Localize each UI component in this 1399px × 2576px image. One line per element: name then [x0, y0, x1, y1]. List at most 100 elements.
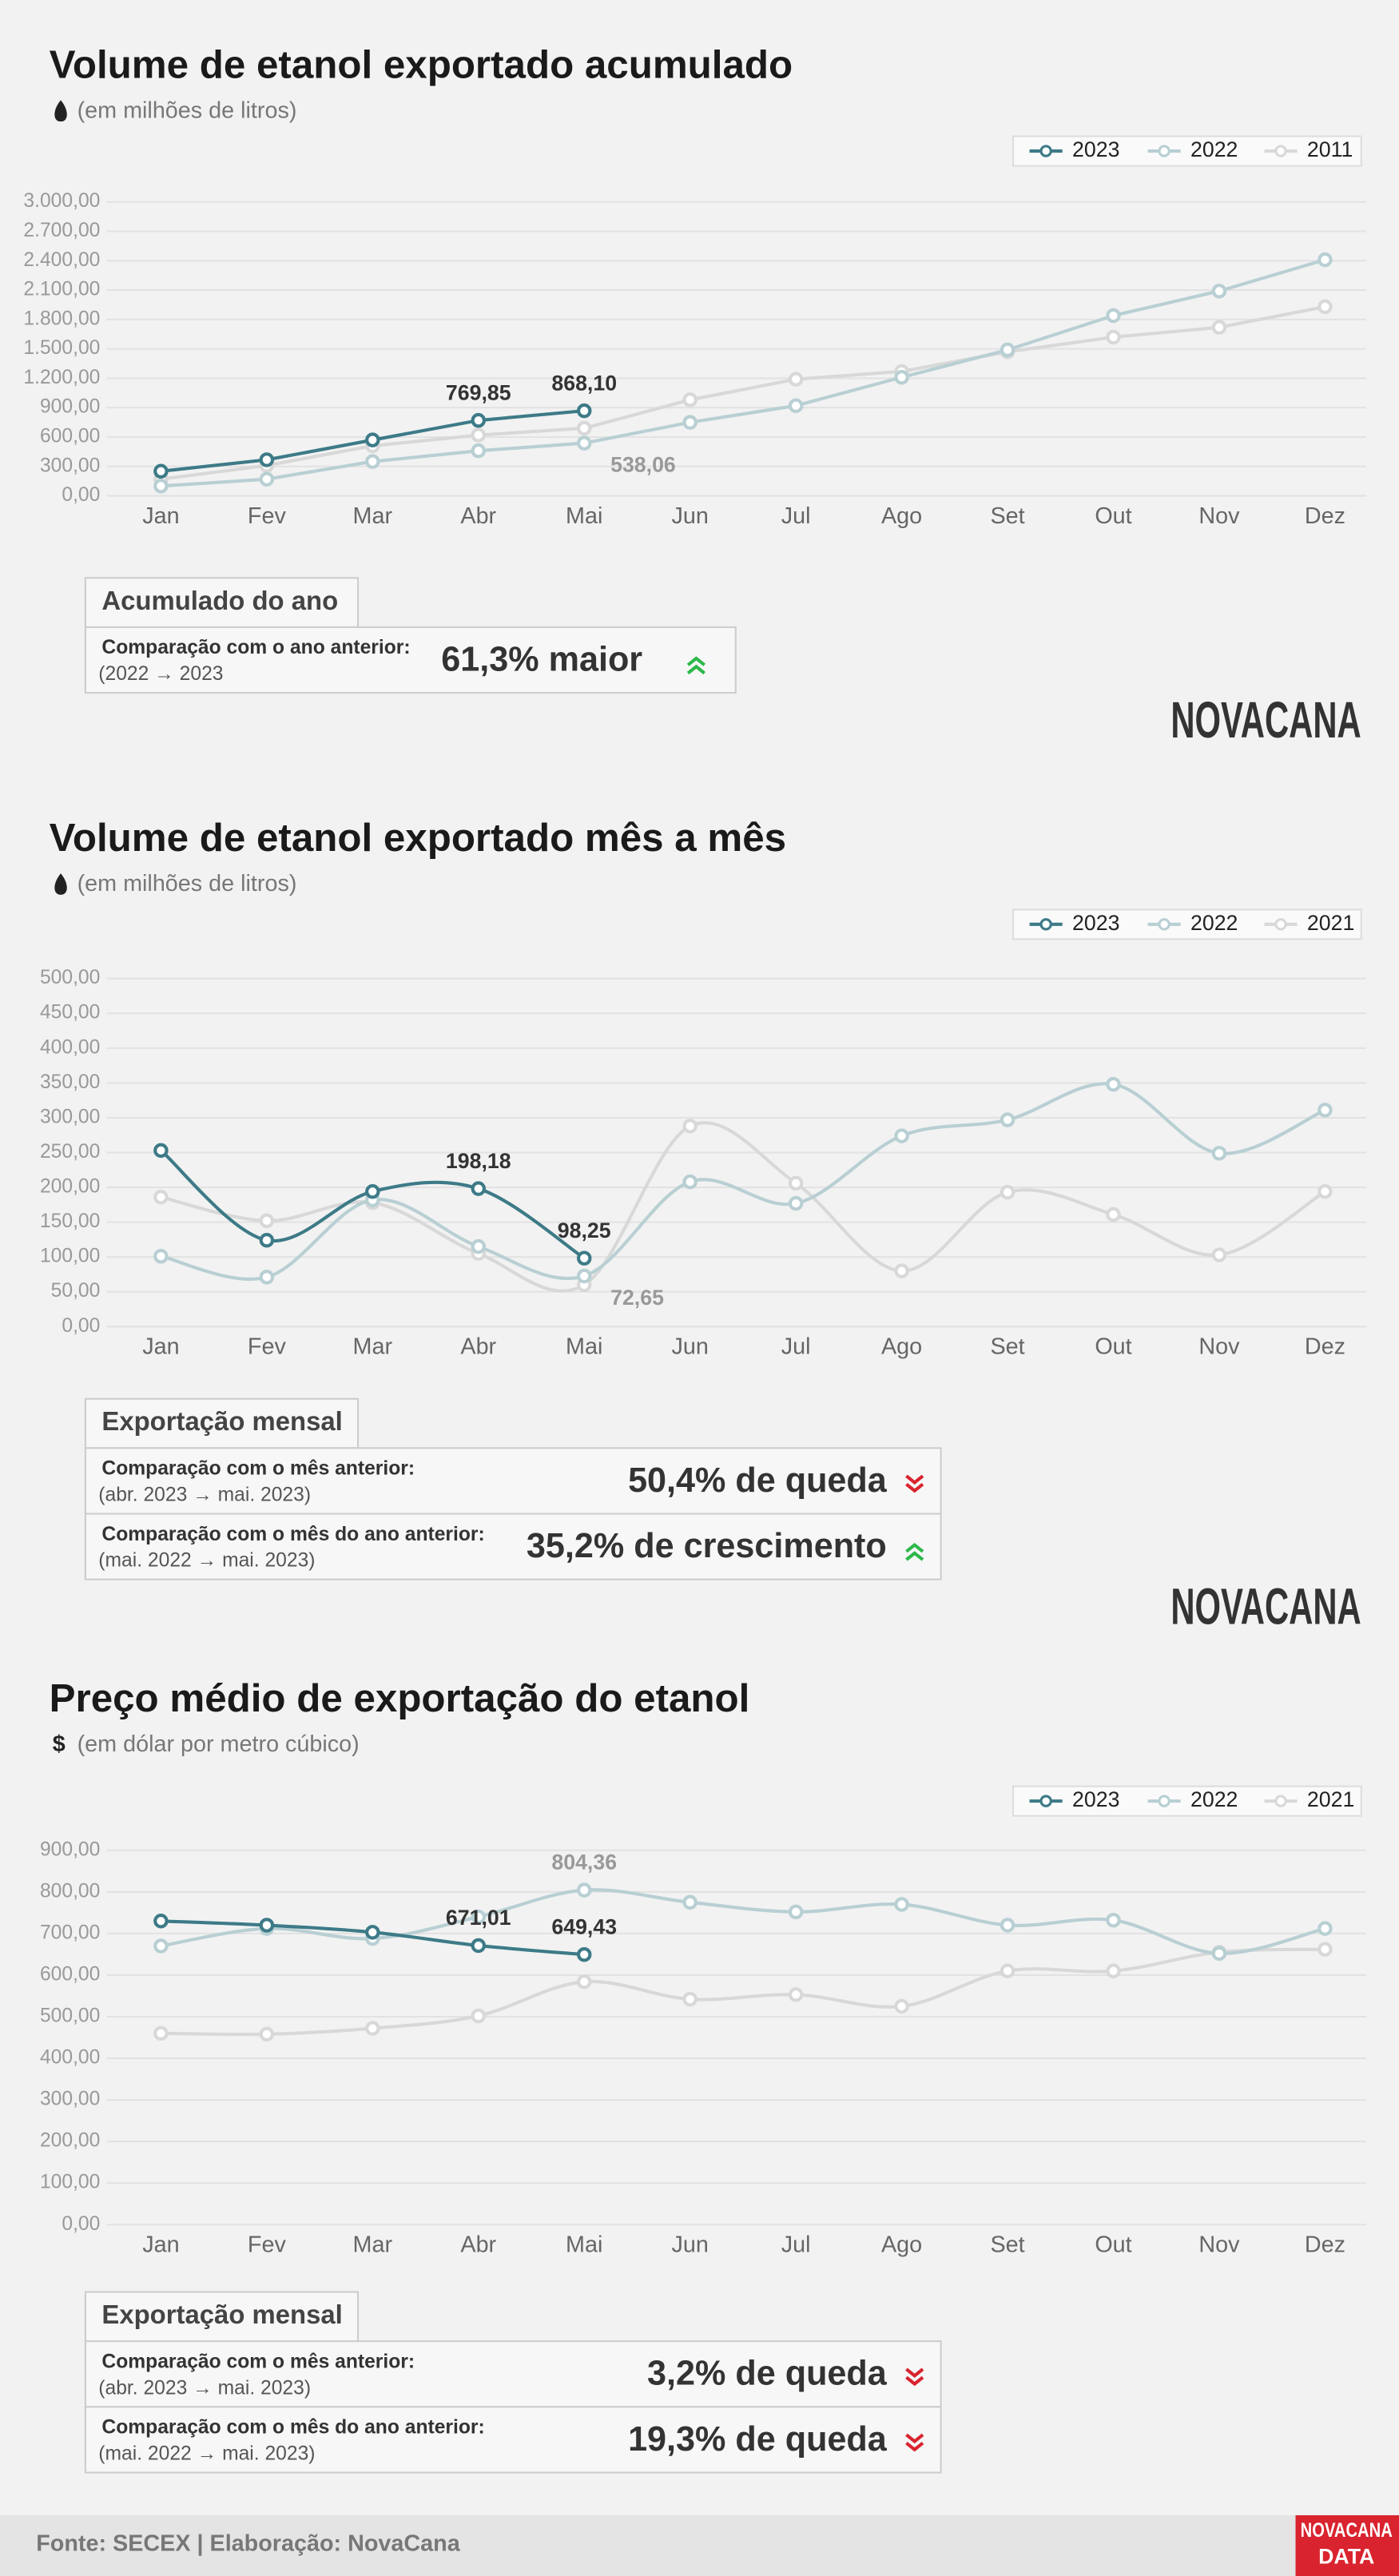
series-line — [161, 304, 1325, 481]
badge-line: DATA — [1318, 2544, 1374, 2568]
y-tick-label: 0,00 — [62, 1315, 100, 1337]
y-tick-label: 300,00 — [40, 455, 100, 476]
summary-header — [84, 577, 360, 628]
x-tick-label: Jul — [781, 503, 811, 529]
data-point — [1318, 1103, 1333, 1118]
data-label: 769,85 — [446, 380, 511, 404]
legend-marker — [1039, 145, 1052, 157]
series-line — [160, 1082, 1326, 1281]
data-point — [894, 1263, 909, 1278]
subtitle: (em dólar por metro cúbico) — [78, 1731, 360, 1757]
data-point — [1000, 1112, 1015, 1127]
data-point — [1318, 299, 1333, 315]
data-point — [1000, 342, 1015, 358]
row-label: Comparação com o mês do ano anterior: — [101, 2417, 484, 2439]
data-point — [259, 1918, 275, 1933]
y-tick-label: 200,00 — [40, 1176, 100, 1198]
trend-arrow — [686, 664, 705, 675]
trend-arrow — [905, 1474, 924, 1485]
row-sublabel: (abr. 2023 → mai. 2023) — [98, 1484, 311, 1505]
data-point — [788, 1904, 804, 1920]
row-value: 3,2% de queda — [647, 2355, 888, 2393]
data-point — [576, 435, 592, 451]
chart-title: Volume de etanol exportado acumulado — [50, 42, 793, 86]
data-point — [1106, 1207, 1121, 1222]
data-point — [894, 369, 909, 385]
data-point — [1106, 1963, 1121, 1978]
data-label: 868,10 — [551, 371, 617, 395]
data-point — [259, 1213, 275, 1229]
data-point — [1106, 1076, 1121, 1092]
data-point — [1318, 1921, 1333, 1936]
legend-label: 2022 — [1190, 911, 1238, 935]
data-point — [153, 1249, 169, 1264]
data-point — [471, 412, 487, 428]
x-tick-label: Jan — [142, 2232, 179, 2258]
data-point — [153, 479, 169, 494]
data-point — [682, 1119, 698, 1134]
x-tick-label: Mai — [566, 503, 602, 529]
data-point — [682, 1174, 698, 1190]
y-tick-label: 700,00 — [40, 1922, 100, 1943]
data-point — [576, 1946, 592, 1962]
data-label: 804,36 — [551, 1851, 617, 1874]
x-tick-label: Ago — [881, 2232, 922, 2258]
data-point — [1211, 1247, 1227, 1262]
summary-row — [84, 2340, 942, 2408]
legend-marker — [1158, 145, 1170, 157]
data-point — [576, 1250, 592, 1266]
legend-label: 2011 — [1307, 137, 1353, 161]
data-point — [1000, 1963, 1015, 1978]
trend-arrow — [905, 2441, 924, 2452]
trend-arrow — [905, 1551, 924, 1561]
row-label: Comparação com o mês anterior: — [101, 1458, 415, 1480]
data-point — [259, 471, 275, 487]
x-tick-label: Ago — [881, 1334, 922, 1360]
data-point — [788, 1175, 804, 1191]
data-point — [788, 398, 804, 414]
chart-title: Volume de etanol exportado mês a mês — [50, 816, 786, 860]
y-tick-label: 500,00 — [40, 967, 100, 988]
data-label: 198,18 — [446, 1149, 511, 1173]
row-value: 19,3% de queda — [628, 2420, 888, 2459]
row-label: Comparação com o mês anterior: — [101, 2351, 415, 2372]
x-tick-label: Dez — [1305, 503, 1345, 529]
footer-text: Fonte: SECEX | Elaboração: NovaCana — [36, 2531, 461, 2557]
y-tick-label: 0,00 — [62, 2213, 100, 2235]
subtitle-icon: $ — [53, 1731, 66, 1757]
summary-row — [84, 1513, 942, 1580]
y-tick-label: 250,00 — [40, 1141, 100, 1163]
data-point — [153, 2025, 169, 2041]
data-point — [788, 1987, 804, 2002]
y-tick-label: 100,00 — [40, 1246, 100, 1267]
x-tick-label: Jul — [781, 1334, 811, 1360]
data-point — [788, 1195, 804, 1211]
y-tick-label: 300,00 — [40, 1106, 100, 1127]
y-tick-label: 350,00 — [40, 1071, 100, 1093]
y-tick-label: 150,00 — [40, 1210, 100, 1232]
drop-icon — [54, 100, 67, 122]
summary-header — [84, 1397, 360, 1449]
data-point — [471, 1938, 487, 1954]
legend-label: 2021 — [1307, 1787, 1354, 1811]
legend-label: 2022 — [1190, 137, 1238, 161]
x-tick-label: Fev — [248, 503, 287, 529]
data-point — [682, 1991, 698, 2007]
x-tick-label: Nov — [1198, 1334, 1240, 1360]
y-tick-label: 500,00 — [40, 2006, 100, 2027]
row-value: 35,2% de crescimento — [527, 1527, 887, 1565]
trend-arrow — [905, 2375, 924, 2387]
data-label: 98,25 — [558, 1218, 611, 1242]
data-point — [259, 1233, 275, 1248]
data-point — [153, 1938, 169, 1954]
footer-band — [0, 2514, 1399, 2576]
subtitle: (em milhões de litros) — [78, 871, 297, 896]
x-tick-label: Mai — [566, 1334, 602, 1360]
y-tick-label: 400,00 — [40, 1036, 100, 1058]
data-point — [788, 372, 804, 387]
summary-row — [84, 626, 737, 694]
chart-title: Preço médio de exportação do etanol — [50, 1676, 750, 1720]
x-tick-label: Mai — [566, 2232, 602, 2258]
y-tick-label: 2.100,00 — [23, 279, 100, 300]
